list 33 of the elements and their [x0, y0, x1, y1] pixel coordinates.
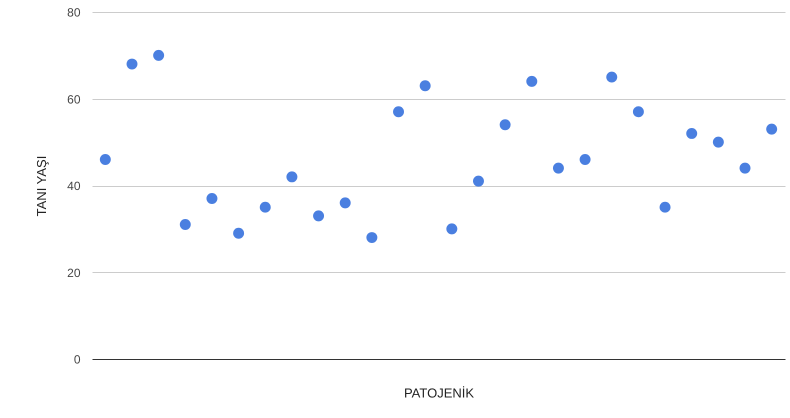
point [260, 202, 271, 213]
point [766, 124, 778, 135]
point [473, 176, 484, 187]
y-tick-label: 20 [67, 266, 81, 280]
point [206, 193, 218, 204]
y-tick-label: 80 [67, 6, 81, 20]
y-tick-label: 40 [67, 179, 81, 193]
point [420, 80, 431, 92]
point [686, 128, 698, 139]
point [632, 106, 644, 118]
y-axis-title: TANI YAŞI [34, 156, 50, 216]
y-tick-label: 0 [74, 352, 81, 366]
point [153, 50, 164, 61]
point [580, 154, 591, 165]
point [180, 219, 191, 230]
point [740, 162, 750, 174]
point [552, 162, 564, 174]
point [340, 197, 351, 208]
point [286, 171, 298, 182]
point [366, 232, 378, 244]
point [446, 223, 458, 234]
point [100, 154, 111, 165]
y-tick-label: 60 [67, 92, 81, 106]
point [393, 106, 404, 118]
point [712, 136, 724, 148]
point [233, 228, 244, 239]
point [526, 76, 538, 87]
point [500, 119, 511, 130]
point [313, 210, 324, 222]
x-axis-title: PATOJENİK [404, 386, 474, 400]
point [126, 58, 138, 70]
point [606, 72, 618, 83]
point [660, 202, 671, 213]
